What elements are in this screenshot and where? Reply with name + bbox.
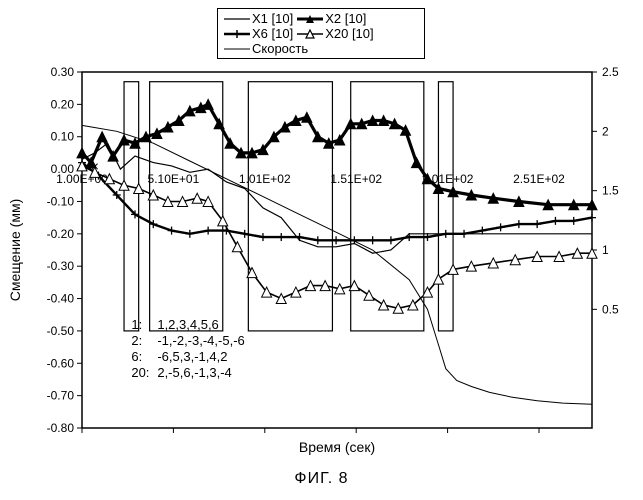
svg-text:-0.80: -0.80 bbox=[47, 421, 75, 435]
svg-text:2.51E+02: 2.51E+02 bbox=[513, 172, 565, 186]
svg-text:1,2,3,4,5,6: 1,2,3,4,5,6 bbox=[157, 317, 218, 332]
svg-text:0.20: 0.20 bbox=[51, 97, 75, 111]
svg-text:-0.70: -0.70 bbox=[47, 389, 75, 403]
legend-item-speed: Скорость bbox=[224, 41, 308, 56]
svg-text:1:: 1: bbox=[131, 317, 142, 332]
figure-wrapper: X1 [10] X2 [10] bbox=[0, 0, 643, 500]
legend-swatch-speed bbox=[224, 43, 250, 55]
svg-text:-6,5,3,-1,4,2: -6,5,3,-1,4,2 bbox=[157, 349, 227, 364]
legend-item-x6: X6 [10] bbox=[224, 26, 293, 41]
svg-text:-0.50: -0.50 bbox=[47, 324, 75, 338]
legend-label-x6: X6 [10] bbox=[252, 26, 293, 41]
svg-text:-0.30: -0.30 bbox=[47, 259, 75, 273]
legend-label-x20: X20 [10] bbox=[325, 26, 373, 41]
legend-label-x1: X1 [10] bbox=[252, 11, 293, 26]
svg-text:-0.60: -0.60 bbox=[47, 356, 75, 370]
legend-label-x2: X2 [10] bbox=[325, 11, 366, 26]
legend-swatch-x6 bbox=[224, 28, 250, 40]
legend-swatch-x1 bbox=[224, 13, 250, 25]
svg-text:-1,-2,-3,-4,-5,-6: -1,-2,-3,-4,-5,-6 bbox=[157, 333, 244, 348]
svg-text:20:: 20: bbox=[131, 365, 149, 380]
legend-item-x20: X20 [10] bbox=[297, 26, 373, 41]
svg-text:-0.20: -0.20 bbox=[47, 227, 75, 241]
svg-text:0.10: 0.10 bbox=[51, 130, 75, 144]
legend-item-x1: X1 [10] bbox=[224, 11, 293, 26]
svg-text:2.5: 2.5 bbox=[602, 65, 619, 79]
legend-item-x2: X2 [10] bbox=[297, 11, 366, 26]
svg-text:0.30: 0.30 bbox=[51, 65, 75, 79]
svg-text:Смещение (мм): Смещение (мм) bbox=[7, 199, 23, 301]
svg-text:2,-5,6,-1,3,-4: 2,-5,6,-1,3,-4 bbox=[157, 365, 231, 380]
chart: 0.300.200.100.00-0.10-0.20-0.30-0.40-0.5… bbox=[0, 0, 643, 460]
svg-text:2: 2 bbox=[602, 124, 609, 138]
svg-text:6:: 6: bbox=[131, 349, 142, 364]
legend-label-speed: Скорость bbox=[252, 41, 308, 56]
legend: X1 [10] X2 [10] bbox=[217, 8, 425, 59]
svg-text:1: 1 bbox=[602, 243, 609, 257]
figure-caption: ФИГ. 8 bbox=[0, 470, 643, 488]
svg-text:-0.10: -0.10 bbox=[47, 194, 75, 208]
svg-text:0.5: 0.5 bbox=[602, 302, 619, 316]
svg-text:2:: 2: bbox=[131, 333, 142, 348]
svg-text:1.5: 1.5 bbox=[602, 184, 619, 198]
legend-swatch-x20 bbox=[297, 28, 323, 40]
svg-text:5.10E+01: 5.10E+01 bbox=[148, 172, 200, 186]
svg-text:Время (сек): Время (сек) bbox=[299, 439, 375, 455]
legend-swatch-x2 bbox=[297, 13, 323, 25]
svg-text:-0.40: -0.40 bbox=[47, 292, 75, 306]
svg-text:1.01E+02: 1.01E+02 bbox=[239, 172, 291, 186]
svg-text:1.51E+02: 1.51E+02 bbox=[330, 172, 382, 186]
